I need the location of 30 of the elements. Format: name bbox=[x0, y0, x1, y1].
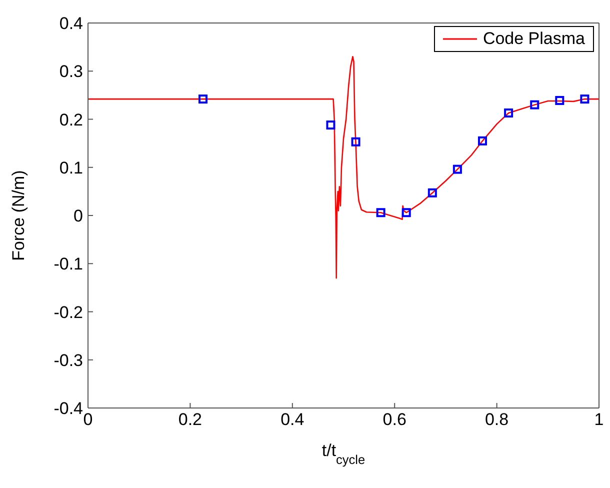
point bbox=[530, 100, 540, 110]
x-tick-label: 0.4 bbox=[280, 410, 304, 430]
point bbox=[326, 120, 336, 130]
point bbox=[376, 208, 386, 218]
y-tick-label: 0.2 bbox=[59, 110, 83, 130]
y-tick-label: 0.3 bbox=[59, 62, 83, 82]
point bbox=[555, 96, 564, 105]
y-tick-label: -0.4 bbox=[54, 399, 83, 418]
point bbox=[580, 94, 590, 104]
point bbox=[504, 108, 514, 118]
point bbox=[402, 208, 411, 218]
point bbox=[478, 136, 487, 146]
point bbox=[198, 94, 208, 104]
y-tick-label: 0.1 bbox=[59, 158, 83, 178]
point bbox=[428, 188, 437, 198]
y-tick-label: -0.3 bbox=[54, 350, 83, 370]
x-tick-label: 0.2 bbox=[178, 410, 202, 430]
x-tick-label: 0.8 bbox=[484, 410, 509, 430]
y-tick-label: 0.4 bbox=[59, 14, 83, 34]
point bbox=[351, 137, 360, 146]
y-tick-label: -0.2 bbox=[54, 302, 83, 322]
legend-label: Code Plasma bbox=[482, 29, 585, 49]
y-axis-title: Force (N/m) bbox=[9, 170, 28, 261]
y-tick-label: -0.1 bbox=[54, 254, 83, 274]
x-axis-title: t/t$_{cycle}$ bbox=[322, 441, 366, 466]
point bbox=[452, 164, 462, 174]
line-series bbox=[88, 56, 599, 279]
x-tick-label: 1 bbox=[594, 410, 604, 430]
x-tick-label: 0.6 bbox=[382, 410, 406, 430]
y-tick-label: 0 bbox=[74, 206, 83, 226]
